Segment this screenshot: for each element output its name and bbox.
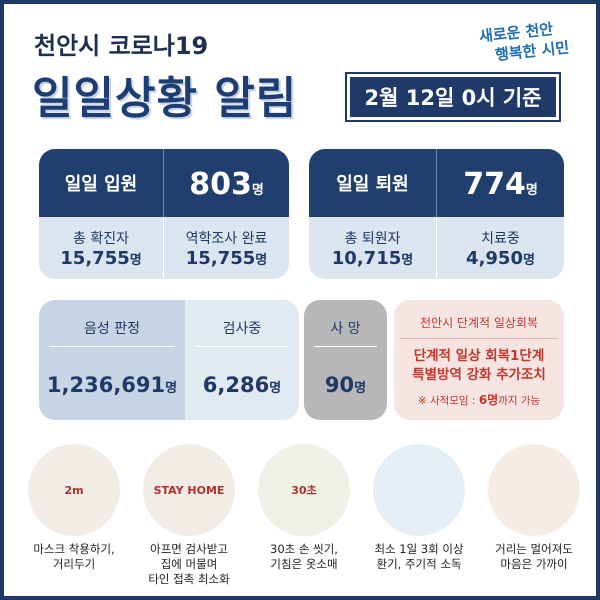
label: 일일 퇴원 [309,149,437,217]
stat-value: 15,755 [185,247,256,269]
discharge-card: 일일 퇴원 774 명 총 퇴원자 10,715명 치료중 4,950명 [309,149,564,279]
caption: 마스크 착용하기, [33,542,115,556]
unit: 명 [251,183,264,198]
stat-label: 역학조사 완료 [185,230,268,247]
caption: 기침은 옷소매 [270,557,338,571]
caption: 집에 머물며 [160,557,218,571]
tests-card: 음성 판정 1,236,691명 검사중 6,286명 [39,300,299,420]
unit: 명 [129,252,142,268]
admission-card: 일일 입원 803 명 총 확진자 15,755명 역학조사 완료 15,755명 [39,149,289,279]
label: 사 망 [314,318,377,347]
tip: 최소 1일 3회 이상 환기, 주기적 소독 [369,444,469,587]
value: 90 [324,373,355,397]
logo: 새로운 천안 행복한 시민 [478,17,570,66]
unit: 명 [525,183,538,198]
tip: 거리는 멀어져도 마음은 가까이 [484,444,584,587]
pending-panel: 검사중 6,286명 [185,300,299,420]
negative-panel: 음성 판정 1,236,691명 [39,300,185,420]
caption: 최소 1일 3회 이상 [374,542,464,556]
badge: 2m [64,483,84,497]
unit: 명 [255,252,268,268]
unit: 명 [354,381,367,396]
tip: 30초 30초 손 씻기, 기침은 옷소매 [254,444,354,587]
stat-label: 총 확진자 [73,230,129,247]
caption: 거리두기 [52,557,96,571]
stat-label: 총 퇴원자 [344,230,401,247]
note: 까지 가능 [498,395,541,407]
value: 6,286 [202,373,270,397]
stat-value: 10,715 [331,247,402,269]
label: 일일 입원 [39,149,164,217]
stat-value: 15,755 [60,247,130,269]
note-highlight: 6명 [478,393,499,407]
tips: 2m 마스크 착용하기, 거리두기 STAY HOME 아프면 검사받고 집에 머물며 타… [24,444,584,587]
stat-value: 4,950 [466,247,523,269]
title: 일일상황 알림 [32,73,298,124]
notice-line: 특별방역 강화 추가조치 [412,367,546,383]
tip-icon [488,444,580,536]
notice-card: 천안시 단계적 일상회복 단계적 일상 회복1단계 특별방역 강화 추가조치 ※… [394,300,564,420]
caption: 환기, 주기적 소독 [376,557,462,571]
unit: 명 [165,381,178,396]
caption: 타인 접촉 최소화 [148,572,230,586]
caption: 거리는 멀어져도 [495,542,573,556]
value: 1,236,691 [46,373,166,397]
caption: 마음은 가까이 [500,557,568,571]
tip-icon: STAY HOME [143,444,235,536]
tip-icon [373,444,465,536]
deaths-card: 사 망 90명 [304,300,387,420]
badge: 30초 [291,483,317,497]
tip-icon: 30초 [258,444,350,536]
unit: 명 [269,381,282,396]
unit: 명 [522,252,535,268]
subtitle: 천안시 코로나19 [34,32,209,60]
tip: 2m 마스크 착용하기, 거리두기 [24,444,124,587]
badge: STAY HOME [153,483,225,497]
value: 774 [463,167,526,202]
date-badge: 2월 12일 0시 기준 [345,72,561,122]
caption: 아프면 검사받고 [150,542,228,556]
tip-icon: 2m [28,444,120,536]
notice-title: 천안시 단계적 일상회복 [400,314,558,339]
tip: STAY HOME 아프면 검사받고 집에 머물며 타인 접촉 최소화 [139,444,239,587]
label: 음성 판정 [49,318,175,347]
label: 검사중 [195,318,289,347]
notice-line: 단계적 일상 회복1단계 [413,348,545,364]
note: ※ 사적모임 : [417,395,479,407]
unit: 명 [401,252,414,268]
stat-label: 치료중 [481,230,520,247]
caption: 30초 손 씻기, [270,542,338,556]
value: 803 [189,167,252,202]
